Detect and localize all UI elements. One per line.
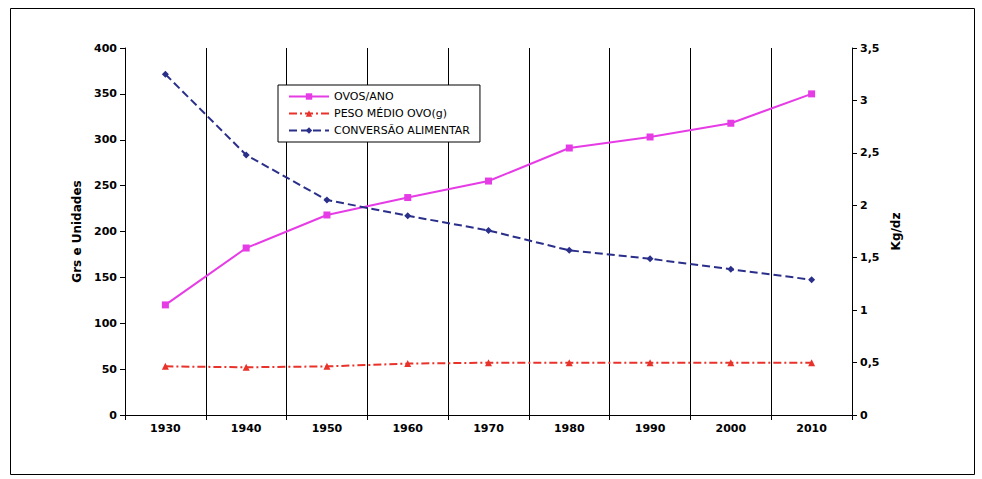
svg-text:350: 350 [94, 87, 117, 100]
svg-text:2010: 2010 [796, 422, 827, 435]
svg-text:OVOS/ANO: OVOS/ANO [334, 90, 394, 103]
svg-text:1940: 1940 [231, 422, 262, 435]
svg-text:1,5: 1,5 [860, 251, 880, 264]
svg-text:Kg/dz: Kg/dz [889, 213, 903, 251]
svg-text:3,5: 3,5 [860, 42, 880, 55]
svg-text:400: 400 [94, 42, 117, 55]
svg-text:150: 150 [94, 271, 117, 284]
svg-text:1970: 1970 [473, 422, 504, 435]
svg-text:2000: 2000 [716, 422, 747, 435]
svg-text:0: 0 [109, 409, 117, 422]
svg-text:1950: 1950 [312, 422, 343, 435]
svg-text:0,5: 0,5 [860, 356, 880, 369]
svg-text:0: 0 [860, 409, 868, 422]
svg-text:2: 2 [860, 199, 868, 212]
svg-text:250: 250 [94, 179, 117, 192]
svg-text:1990: 1990 [635, 422, 666, 435]
svg-text:Grs e Unidades: Grs e Unidades [70, 180, 84, 282]
svg-text:1980: 1980 [554, 422, 585, 435]
svg-text:100: 100 [94, 317, 117, 330]
svg-text:CONVERSÃO ALIMENTAR: CONVERSÃO ALIMENTAR [334, 124, 470, 137]
svg-text:300: 300 [94, 133, 117, 146]
svg-text:2,5: 2,5 [860, 146, 880, 159]
svg-text:PESO MÉDIO OVO(g): PESO MÉDIO OVO(g) [334, 107, 447, 120]
svg-text:3: 3 [860, 94, 868, 107]
svg-text:50: 50 [102, 363, 118, 376]
svg-text:1960: 1960 [392, 422, 423, 435]
svg-text:1: 1 [860, 304, 868, 317]
svg-text:1930: 1930 [150, 422, 181, 435]
svg-text:200: 200 [94, 225, 117, 238]
